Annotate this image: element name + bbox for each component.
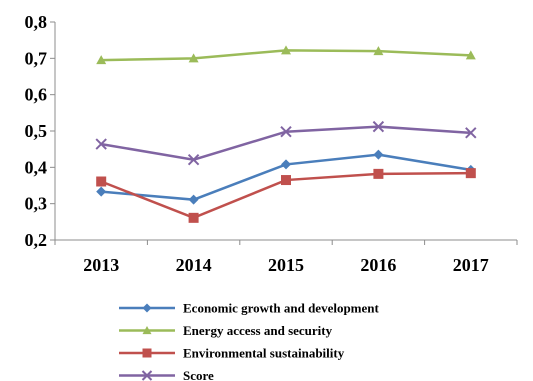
- data-point: [187, 153, 200, 166]
- data-point: [281, 175, 291, 186]
- data-point: [465, 168, 476, 179]
- legend: Economic growth and development Energy ac…: [119, 301, 380, 381]
- y-tick-label: 0,4: [25, 157, 48, 177]
- legend-label: Score: [183, 368, 214, 381]
- x-tick-label: 2016: [360, 255, 396, 275]
- series-1: [96, 45, 476, 65]
- y-tick-label: 0,6: [25, 85, 48, 105]
- data-point: [373, 46, 384, 56]
- y-axis-ticks: 0,2 0,3 0,4 0,5 0,6 0,7 0,8: [25, 12, 55, 250]
- legend-item: Economic growth and development: [119, 301, 380, 316]
- data-point: [465, 50, 476, 60]
- series-2: [96, 168, 476, 223]
- series-layer: [95, 45, 477, 223]
- x-axis-ticks: 2013 2014 2015 2016 2017: [54, 240, 518, 275]
- legend-marker: [142, 326, 152, 335]
- x-tick-label: 2015: [268, 255, 304, 275]
- series-3: [95, 120, 477, 166]
- data-point: [188, 53, 199, 63]
- y-tick-label: 0,8: [25, 12, 48, 32]
- data-point: [281, 45, 291, 55]
- data-point: [373, 168, 384, 179]
- legend-item: Environmental sustainability: [119, 346, 345, 361]
- y-tick-label: 0,3: [25, 194, 48, 214]
- y-tick-label: 0,5: [25, 121, 48, 141]
- data-point: [96, 186, 107, 197]
- legend-item: Energy access and security: [119, 323, 333, 338]
- legend-item: Score: [119, 368, 214, 381]
- y-tick-label: 0,2: [25, 230, 48, 250]
- legend-label: Economic growth and development: [183, 301, 380, 316]
- data-point: [465, 127, 477, 139]
- data-point: [188, 212, 199, 223]
- legend-marker: [142, 348, 152, 358]
- x-tick-label: 2017: [453, 255, 489, 275]
- data-point: [373, 149, 384, 160]
- data-point: [372, 120, 385, 133]
- data-point: [188, 194, 199, 205]
- legend-label: Environmental sustainability: [183, 346, 345, 361]
- data-point: [96, 176, 107, 187]
- data-point: [95, 138, 107, 150]
- x-tick-label: 2014: [176, 255, 212, 275]
- data-point: [280, 126, 292, 138]
- data-point: [96, 55, 107, 65]
- legend-marker: [142, 303, 152, 313]
- x-tick-label: 2013: [83, 255, 119, 275]
- legend-label: Energy access and security: [183, 323, 333, 338]
- data-point: [281, 159, 291, 170]
- legend-marker: [141, 370, 153, 381]
- y-tick-label: 0,7: [25, 48, 48, 68]
